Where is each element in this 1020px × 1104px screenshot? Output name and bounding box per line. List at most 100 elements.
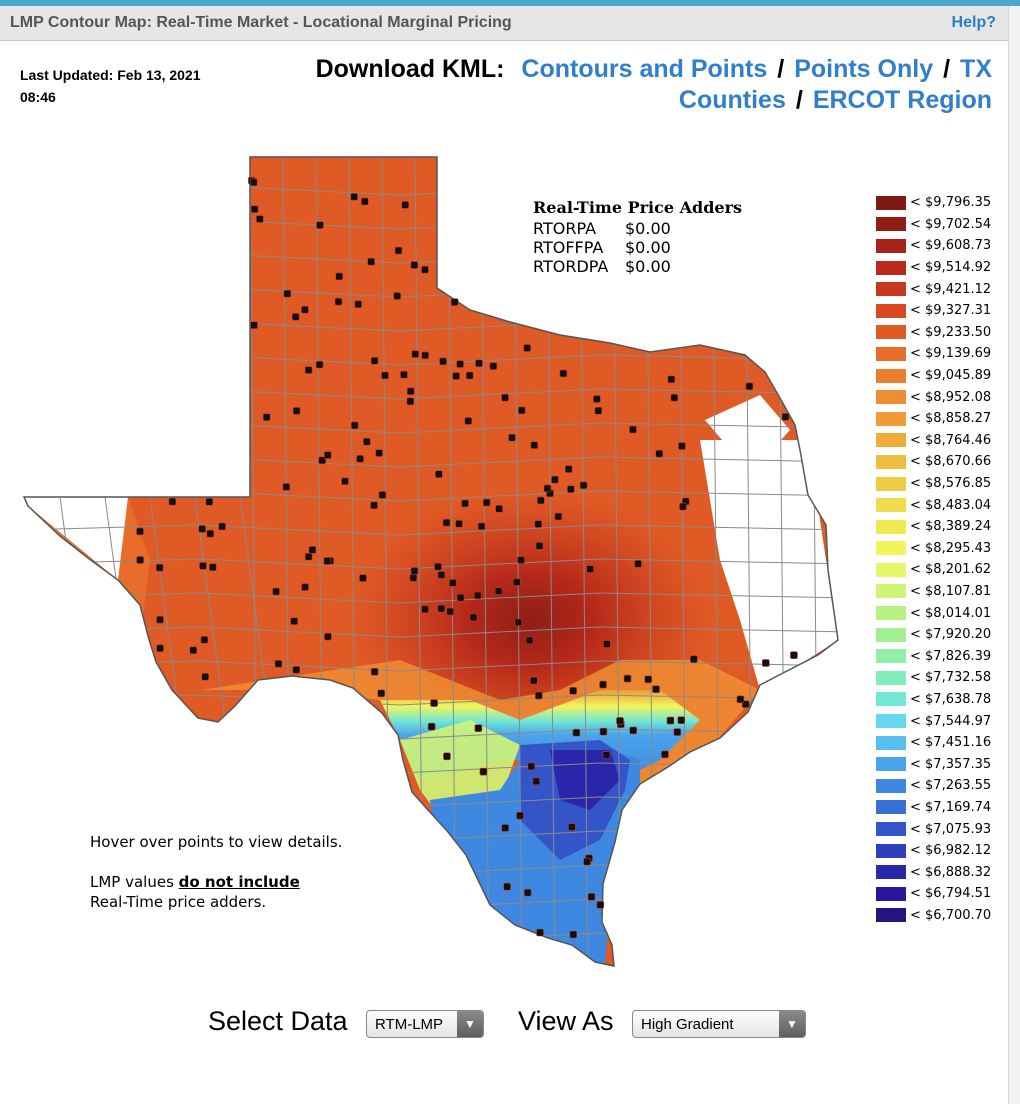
price-point[interactable] — [781, 412, 790, 421]
price-point[interactable] — [189, 646, 198, 655]
price-point[interactable] — [527, 762, 536, 771]
price-point[interactable] — [477, 522, 486, 531]
price-point[interactable] — [200, 636, 209, 644]
price-point[interactable] — [421, 265, 429, 274]
price-point[interactable] — [569, 930, 578, 939]
price-point[interactable] — [409, 573, 418, 582]
price-point[interactable] — [532, 777, 541, 786]
price-point[interactable] — [393, 292, 401, 300]
price-point[interactable] — [456, 360, 464, 368]
price-point[interactable] — [256, 215, 264, 223]
price-point[interactable] — [449, 579, 457, 587]
kml-link-ercot-region[interactable]: ERCOT Region — [812, 86, 992, 114]
price-point[interactable] — [629, 726, 638, 735]
price-point[interactable] — [559, 369, 568, 378]
price-point[interactable] — [375, 449, 383, 457]
price-point[interactable] — [218, 522, 226, 531]
price-point[interactable] — [736, 695, 745, 704]
price-point[interactable] — [465, 371, 474, 380]
price-point[interactable] — [406, 387, 415, 396]
price-point[interactable] — [543, 484, 552, 493]
price-point[interactable] — [377, 689, 386, 698]
price-point[interactable] — [469, 613, 478, 622]
price-point[interactable] — [292, 407, 301, 415]
price-point[interactable] — [523, 888, 532, 897]
price-point[interactable] — [644, 675, 653, 684]
price-point[interactable] — [201, 672, 209, 681]
price-point[interactable] — [274, 659, 283, 668]
price-point[interactable] — [435, 470, 443, 479]
price-point[interactable] — [136, 527, 144, 536]
price-point[interactable] — [439, 357, 447, 366]
price-point[interactable] — [535, 542, 544, 550]
price-point[interactable] — [450, 298, 459, 306]
select-data-dropdown[interactable]: RTM-LMP ▼ — [366, 1010, 484, 1038]
price-point[interactable] — [446, 607, 455, 616]
price-point[interactable] — [209, 563, 217, 572]
price-point[interactable] — [434, 562, 442, 571]
price-point[interactable] — [323, 451, 332, 459]
price-point[interactable] — [437, 571, 446, 579]
price-point[interactable] — [292, 666, 301, 674]
price-point[interactable] — [514, 618, 523, 627]
price-point[interactable] — [262, 413, 271, 421]
price-point[interactable] — [579, 481, 588, 490]
price-point[interactable] — [667, 375, 676, 384]
price-point[interactable] — [290, 617, 298, 625]
help-link[interactable]: Help? — [951, 14, 996, 31]
price-point[interactable] — [677, 716, 686, 724]
price-point[interactable] — [370, 501, 378, 510]
price-point[interactable] — [341, 477, 349, 486]
price-point[interactable] — [272, 587, 280, 596]
price-point[interactable] — [354, 300, 363, 309]
price-point[interactable] — [199, 562, 207, 570]
price-point[interactable] — [250, 205, 259, 213]
price-point[interactable] — [790, 651, 798, 659]
view-as-dropdown[interactable]: High Gradient ▼ — [632, 1010, 806, 1038]
price-point[interactable] — [324, 632, 332, 641]
price-point[interactable] — [530, 441, 539, 450]
price-point[interactable] — [323, 557, 332, 565]
price-point[interactable] — [315, 360, 324, 369]
price-point[interactable] — [359, 574, 367, 582]
price-point[interactable] — [464, 417, 473, 425]
price-point[interactable] — [568, 823, 576, 831]
price-point[interactable] — [301, 583, 309, 591]
price-point[interactable] — [318, 456, 327, 465]
price-point[interactable] — [335, 272, 344, 281]
price-point[interactable] — [250, 321, 258, 329]
price-point[interactable] — [599, 680, 607, 689]
price-point[interactable] — [678, 442, 686, 450]
price-point[interactable] — [501, 824, 510, 832]
price-point[interactable] — [205, 497, 214, 506]
kml-link-contours-points[interactable]: Contours and Points — [521, 55, 768, 83]
price-point[interactable] — [291, 313, 300, 321]
price-point[interactable] — [206, 529, 215, 538]
price-points[interactable] — [136, 176, 798, 939]
price-point[interactable] — [308, 546, 317, 554]
price-point[interactable] — [479, 767, 488, 776]
price-point[interactable] — [690, 655, 698, 663]
price-point[interactable] — [599, 727, 608, 736]
price-point[interactable] — [594, 406, 603, 415]
price-point[interactable] — [517, 406, 526, 415]
price-point[interactable] — [572, 728, 581, 737]
price-point[interactable] — [623, 674, 632, 683]
price-point[interactable] — [249, 178, 258, 187]
price-point[interactable] — [482, 498, 491, 507]
price-point[interactable] — [655, 449, 664, 458]
price-point[interactable] — [503, 882, 511, 891]
price-point[interactable] — [513, 578, 521, 586]
price-point[interactable] — [356, 455, 364, 463]
price-point[interactable] — [534, 520, 543, 528]
price-point[interactable] — [452, 372, 460, 380]
price-point[interactable] — [661, 750, 669, 759]
price-point[interactable] — [586, 565, 594, 573]
kml-link-tx-counties[interactable]: TX Counties — [678, 55, 992, 114]
price-point[interactable] — [537, 496, 545, 505]
price-point[interactable] — [411, 350, 420, 358]
price-point[interactable] — [536, 928, 544, 937]
price-point[interactable] — [554, 512, 563, 521]
price-point[interactable] — [564, 465, 573, 473]
price-point[interactable] — [442, 518, 451, 527]
